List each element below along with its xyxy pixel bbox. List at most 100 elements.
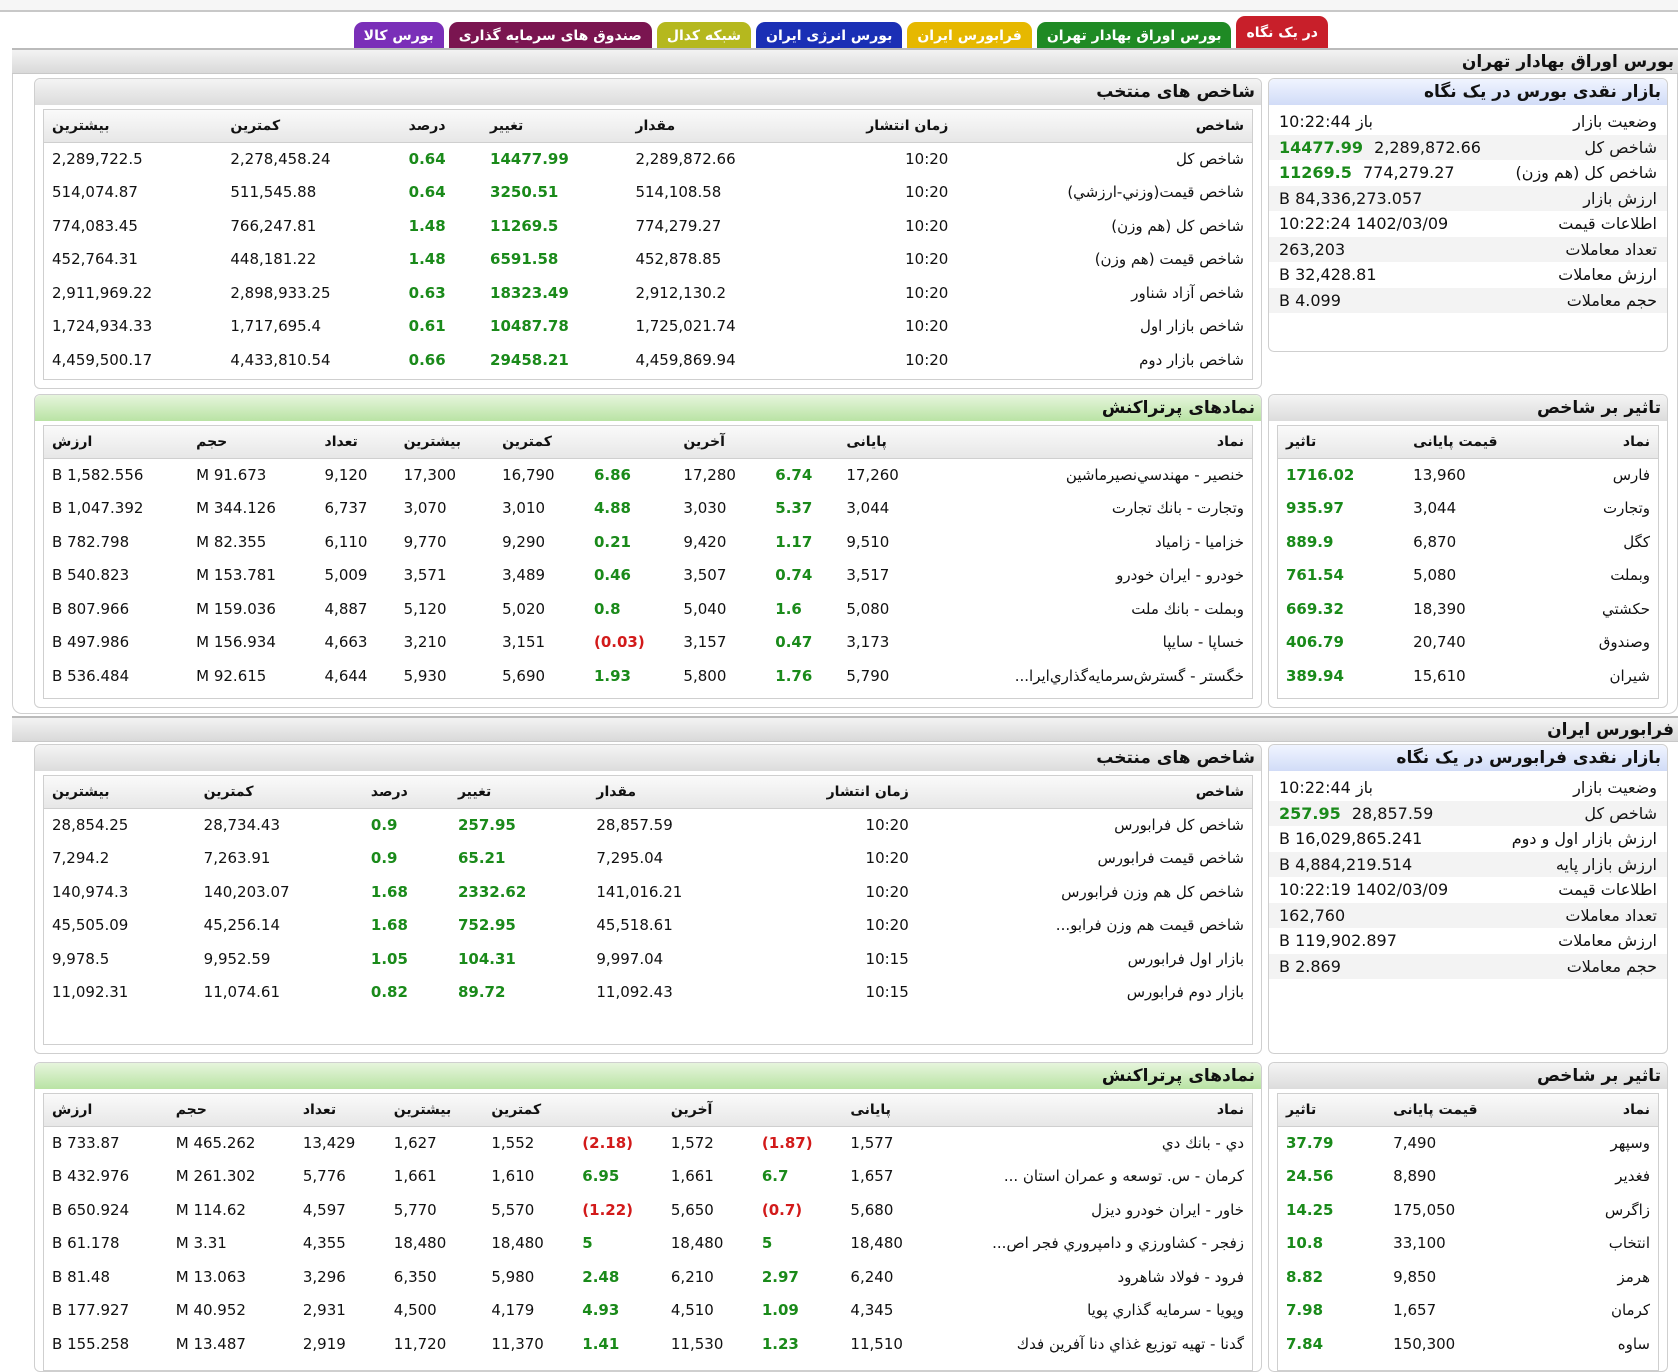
table-row[interactable]: کرمان 1,657 7.98 bbox=[1278, 1294, 1658, 1328]
table-row[interactable]: خاور - ايران‌ خودرو ديزل 5,680 (0.7) 5,650 (… bbox=[44, 1193, 1252, 1227]
table-row[interactable]: زاگرس 175,050 14.25 bbox=[1278, 1193, 1658, 1227]
column-header[interactable]: بیشترین bbox=[395, 426, 495, 459]
column-header[interactable]: ارزش bbox=[44, 1094, 168, 1127]
table-row[interactable]: انتخاب 33,100 10.8 bbox=[1278, 1227, 1658, 1261]
column-header[interactable]: بیشترین bbox=[44, 110, 223, 143]
column-header[interactable]: تعداد bbox=[316, 426, 396, 459]
column-header[interactable]: تعداد bbox=[294, 1094, 386, 1127]
table-row[interactable]: شاخص آزاد شناور 10:20 2,912,130.2 18323.49 0… bbox=[44, 276, 1252, 310]
tab-0[interactable]: در یک نگاه bbox=[1236, 16, 1328, 50]
table-row[interactable]: بازار اول فرابورس 10:15 9,997.04 104.31 1.05… bbox=[44, 942, 1252, 976]
column-header[interactable]: نماد bbox=[933, 1094, 1252, 1127]
column-header[interactable]: کمترین bbox=[483, 1094, 575, 1127]
column-header[interactable]: شاخص bbox=[956, 110, 1252, 143]
table-row[interactable]: شاخص بازار دوم 10:20 4,459,869.94 29458.21 0… bbox=[44, 343, 1252, 377]
table-row[interactable]: فرود - فولاد شاهرود 6,240 2.97 6,210 2.48 5,9… bbox=[44, 1260, 1252, 1294]
tab-3[interactable]: بورس انرژی ایران bbox=[756, 22, 903, 50]
column-header[interactable]: تغییر bbox=[449, 776, 589, 809]
tab-6[interactable]: بورس کالا bbox=[353, 22, 444, 50]
tab-2[interactable]: فرابورس ایران bbox=[907, 22, 1032, 50]
column-header[interactable]: نماد bbox=[1556, 426, 1658, 459]
table-row[interactable]: بازار دوم فرابورس 10:15 11,092.43 89.72 0.82… bbox=[44, 976, 1252, 1010]
table-row[interactable]: فغدير 8,890 24.56 bbox=[1278, 1160, 1658, 1194]
column-header[interactable]: قیمت پایانی bbox=[1405, 426, 1557, 459]
column-header[interactable] bbox=[585, 426, 676, 459]
table-row[interactable]: شاخص قيمت فرابورس 10:20 7,295.04 65.21 0.9 7,… bbox=[44, 842, 1252, 876]
column-header[interactable]: نماد bbox=[1554, 1094, 1658, 1127]
table-row[interactable]: شاخص قيمت هم وزن فرابو... 10:20 45,518.61 7… bbox=[44, 909, 1252, 943]
table-row[interactable]: خودرو - ايران‌ خودرو 3,517 0.74 3,507 0.46 3,… bbox=[44, 559, 1252, 593]
table-cell: 6,240 bbox=[850, 1267, 894, 1286]
table-row[interactable]: كرمان - س. توسعه و عمران استان ... 1,657 6… bbox=[44, 1160, 1252, 1194]
table-row[interactable]: شاخص بازار اول 10:20 1,725,021.74 10487.78 0… bbox=[44, 310, 1252, 344]
table-cell: 9,850 bbox=[1393, 1267, 1437, 1286]
table-cell: 1.41 bbox=[582, 1334, 620, 1353]
tab-1[interactable]: بورس اوراق بهادار تهران bbox=[1036, 22, 1232, 50]
table-row[interactable]: وصندوق 20,740 406.79 bbox=[1278, 626, 1658, 660]
column-header[interactable]: درصد bbox=[400, 110, 483, 143]
tab-4[interactable]: شبکه کدال bbox=[656, 22, 751, 50]
column-header[interactable]: شاخص bbox=[916, 776, 1252, 809]
table-cell: 8,890 bbox=[1393, 1167, 1437, 1186]
table-row[interactable]: شاخص کل هم وزن فرابورس 10:20 141,016.21 233… bbox=[44, 875, 1252, 909]
column-header[interactable]: بیشترین bbox=[44, 776, 196, 809]
column-header[interactable]: نماد bbox=[930, 426, 1252, 459]
table-row[interactable]: وسپهر 7,490 37.79 bbox=[1278, 1126, 1658, 1160]
table-row[interactable]: کگل 6,870 889.9 bbox=[1278, 525, 1658, 559]
table-cell: 761.54 bbox=[1286, 566, 1344, 585]
column-header[interactable]: آخرین bbox=[675, 426, 768, 459]
table-row[interactable]: وبملت 5,080 761.54 bbox=[1278, 559, 1658, 593]
table-row[interactable]: فارس 13,960 1716.02 bbox=[1278, 458, 1658, 492]
column-header[interactable]: درصد bbox=[362, 776, 450, 809]
table-cell: 3,044 bbox=[846, 499, 890, 518]
table-row[interactable]: خساپا - سايپا 3,173 0.47 3,157 (0.03) 3,151 3,… bbox=[44, 626, 1252, 660]
table-row[interactable]: حکشتي 18,390 669.32 bbox=[1278, 592, 1658, 626]
column-header[interactable]: تغییر bbox=[482, 110, 628, 143]
table-row[interactable]: خزاميا - زامياد 9,510 1.17 9,420 0.21 9,290 9,… bbox=[44, 525, 1252, 559]
column-header[interactable] bbox=[574, 1094, 663, 1127]
column-header[interactable]: تاثیر bbox=[1278, 1094, 1386, 1127]
column-header[interactable]: مقدار bbox=[627, 110, 806, 143]
column-header[interactable]: حجم bbox=[188, 426, 317, 459]
table-row[interactable]: دي - بانك دي 1,577 (1.87) 1,572 (2.18) 1,552 1… bbox=[44, 1126, 1252, 1160]
table-cell: 2,278,458.24 bbox=[230, 150, 331, 168]
table-row[interactable]: شاخص قيمت (هم وزن) 10:20 452,878.85 6591.58… bbox=[44, 243, 1252, 277]
panel-title: بازار نقدی بورس در یک نگاه bbox=[1269, 79, 1667, 105]
column-header[interactable] bbox=[767, 426, 839, 459]
table-row[interactable]: وبملت - بانك ملت 5,080 1.6 5,040 0.8 5,020 5,1… bbox=[44, 592, 1252, 626]
table-cell: 465.262 M bbox=[175, 1134, 256, 1152]
column-header[interactable]: بیشترین bbox=[385, 1094, 484, 1127]
table-row[interactable]: خنصير - مهندسي‌نصيرماشين 17,260 6.74 17,280… bbox=[44, 458, 1252, 492]
table-row[interactable]: شاخص کل 10:20 2,289,872.66 14477.99 0.64 2,27… bbox=[44, 142, 1252, 176]
column-header[interactable]: آخرین bbox=[662, 1094, 754, 1127]
table-row[interactable]: وتجارت 3,044 935.97 bbox=[1278, 492, 1658, 526]
column-header[interactable]: حجم bbox=[167, 1094, 295, 1127]
table-row[interactable]: زفجر - كشاورزي و دامپروري فجر اص... 18,48… bbox=[44, 1227, 1252, 1261]
column-header[interactable]: ارزش bbox=[44, 426, 189, 459]
table-row[interactable]: شاخص کل فرابورس 10:20 28,857.59 257.95 0.9 28… bbox=[44, 808, 1252, 842]
column-header[interactable]: زمان انتشار bbox=[755, 776, 917, 809]
column-header[interactable]: قیمت پایانی bbox=[1385, 1094, 1555, 1127]
column-header[interactable]: پایانی bbox=[842, 1094, 934, 1127]
column-header[interactable]: کمترین bbox=[494, 426, 586, 459]
column-header[interactable]: مقدار bbox=[588, 776, 756, 809]
table-row[interactable]: وتجارت - بانك تجارت 3,044 5.37 3,030 4.88 3,0… bbox=[44, 492, 1252, 526]
impact-table: نماد قیمت پایانی تاثیر فارس 13,960 1716.02 وتج… bbox=[1278, 426, 1658, 693]
table-row[interactable]: شاخص قيمت(وزني-ارزشي) 10:20 514,108.58 3250… bbox=[44, 176, 1252, 210]
column-header[interactable]: کمترین bbox=[222, 110, 401, 143]
table-row[interactable]: شاخص کل (هم وزن) 10:20 774,279.27 11269.5 1.… bbox=[44, 209, 1252, 243]
table-cell: 91.673 M bbox=[196, 466, 267, 484]
table-row[interactable]: هرمز 9,850 8.82 bbox=[1278, 1260, 1658, 1294]
column-header[interactable]: زمان انتشار bbox=[805, 110, 957, 143]
table-row[interactable]: وپويا - سرمايه گذاري پويا 4,345 1.09 4,510 4… bbox=[44, 1294, 1252, 1328]
column-header[interactable]: کمترین bbox=[195, 776, 363, 809]
table-row[interactable]: خگستر - گسترش‌سرمايه‌گذاري‌ايرا... 5,790 1… bbox=[44, 659, 1252, 693]
column-header[interactable] bbox=[753, 1094, 843, 1127]
column-header[interactable]: پایانی bbox=[838, 426, 931, 459]
column-header[interactable]: تاثیر bbox=[1278, 426, 1406, 459]
symbol-cell: شاخص کل هم وزن فرابورس bbox=[1061, 882, 1244, 901]
table-row[interactable]: ساوه 150,300 7.84 bbox=[1278, 1327, 1658, 1361]
tab-5[interactable]: صندوق های سرمایه گذاری bbox=[448, 22, 652, 50]
table-row[interactable]: شیران 15,610 389.94 bbox=[1278, 659, 1658, 693]
table-row[interactable]: گدنا - تهيه توزيع غذاي دنا آفرين فدك 11,5… bbox=[44, 1327, 1252, 1361]
